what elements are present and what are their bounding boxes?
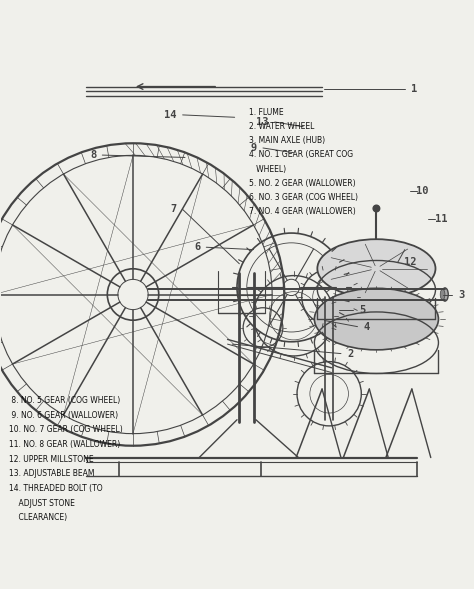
Ellipse shape: [440, 289, 445, 300]
Text: 7: 7: [170, 204, 176, 214]
Text: 6. NO. 3 GEAR (COG WHEEL): 6. NO. 3 GEAR (COG WHEEL): [249, 193, 358, 202]
Text: 2: 2: [347, 349, 354, 359]
Text: 5. NO. 2 GEAR (WALLOWER): 5. NO. 2 GEAR (WALLOWER): [249, 178, 356, 188]
Text: 4. NO. 1 GEAR (GREAT COG: 4. NO. 1 GEAR (GREAT COG: [249, 150, 353, 160]
Text: 3. MAIN AXLE (HUB): 3. MAIN AXLE (HUB): [249, 136, 325, 145]
Text: 4: 4: [364, 322, 370, 332]
Text: 12: 12: [404, 257, 416, 267]
Text: 10. NO. 7 GEAR (COG WHEEL): 10. NO. 7 GEAR (COG WHEEL): [9, 425, 123, 435]
Text: 14: 14: [164, 110, 176, 120]
Text: 1: 1: [411, 84, 417, 94]
Text: 13: 13: [256, 117, 269, 127]
Text: 6: 6: [194, 242, 200, 252]
Text: 12. UPPER MILLSTONE: 12. UPPER MILLSTONE: [9, 455, 94, 464]
Text: WHEEL): WHEEL): [249, 164, 286, 174]
Text: 8: 8: [90, 150, 96, 160]
Text: 11. NO. 8 GEAR (WALLOWER): 11. NO. 8 GEAR (WALLOWER): [9, 440, 120, 449]
Text: 2. WATER WHEEL: 2. WATER WHEEL: [249, 122, 314, 131]
Text: 9: 9: [251, 143, 257, 153]
Circle shape: [373, 205, 380, 212]
Text: CLEARANCE): CLEARANCE): [9, 514, 67, 522]
Text: 13. ADJUSTABLE BEAM: 13. ADJUSTABLE BEAM: [9, 469, 95, 478]
Text: 9. NO. 6 GEAR (WALLOWER): 9. NO. 6 GEAR (WALLOWER): [9, 411, 118, 420]
Ellipse shape: [442, 288, 448, 301]
Text: 5: 5: [359, 305, 365, 315]
Text: 3: 3: [458, 290, 465, 299]
Text: 10: 10: [416, 186, 428, 196]
Text: 11: 11: [435, 214, 447, 224]
Text: 14. THREADED BOLT (TO: 14. THREADED BOLT (TO: [9, 484, 103, 493]
Text: 7. NO. 4 GEAR (WALLOWER): 7. NO. 4 GEAR (WALLOWER): [249, 207, 356, 216]
Text: ADJUST STONE: ADJUST STONE: [9, 499, 75, 508]
Ellipse shape: [318, 239, 436, 298]
Text: 1. FLUME: 1. FLUME: [249, 108, 283, 117]
Text: 8. NO. 5 GEAR (COG WHEEL): 8. NO. 5 GEAR (COG WHEEL): [9, 396, 120, 405]
Ellipse shape: [314, 288, 438, 350]
